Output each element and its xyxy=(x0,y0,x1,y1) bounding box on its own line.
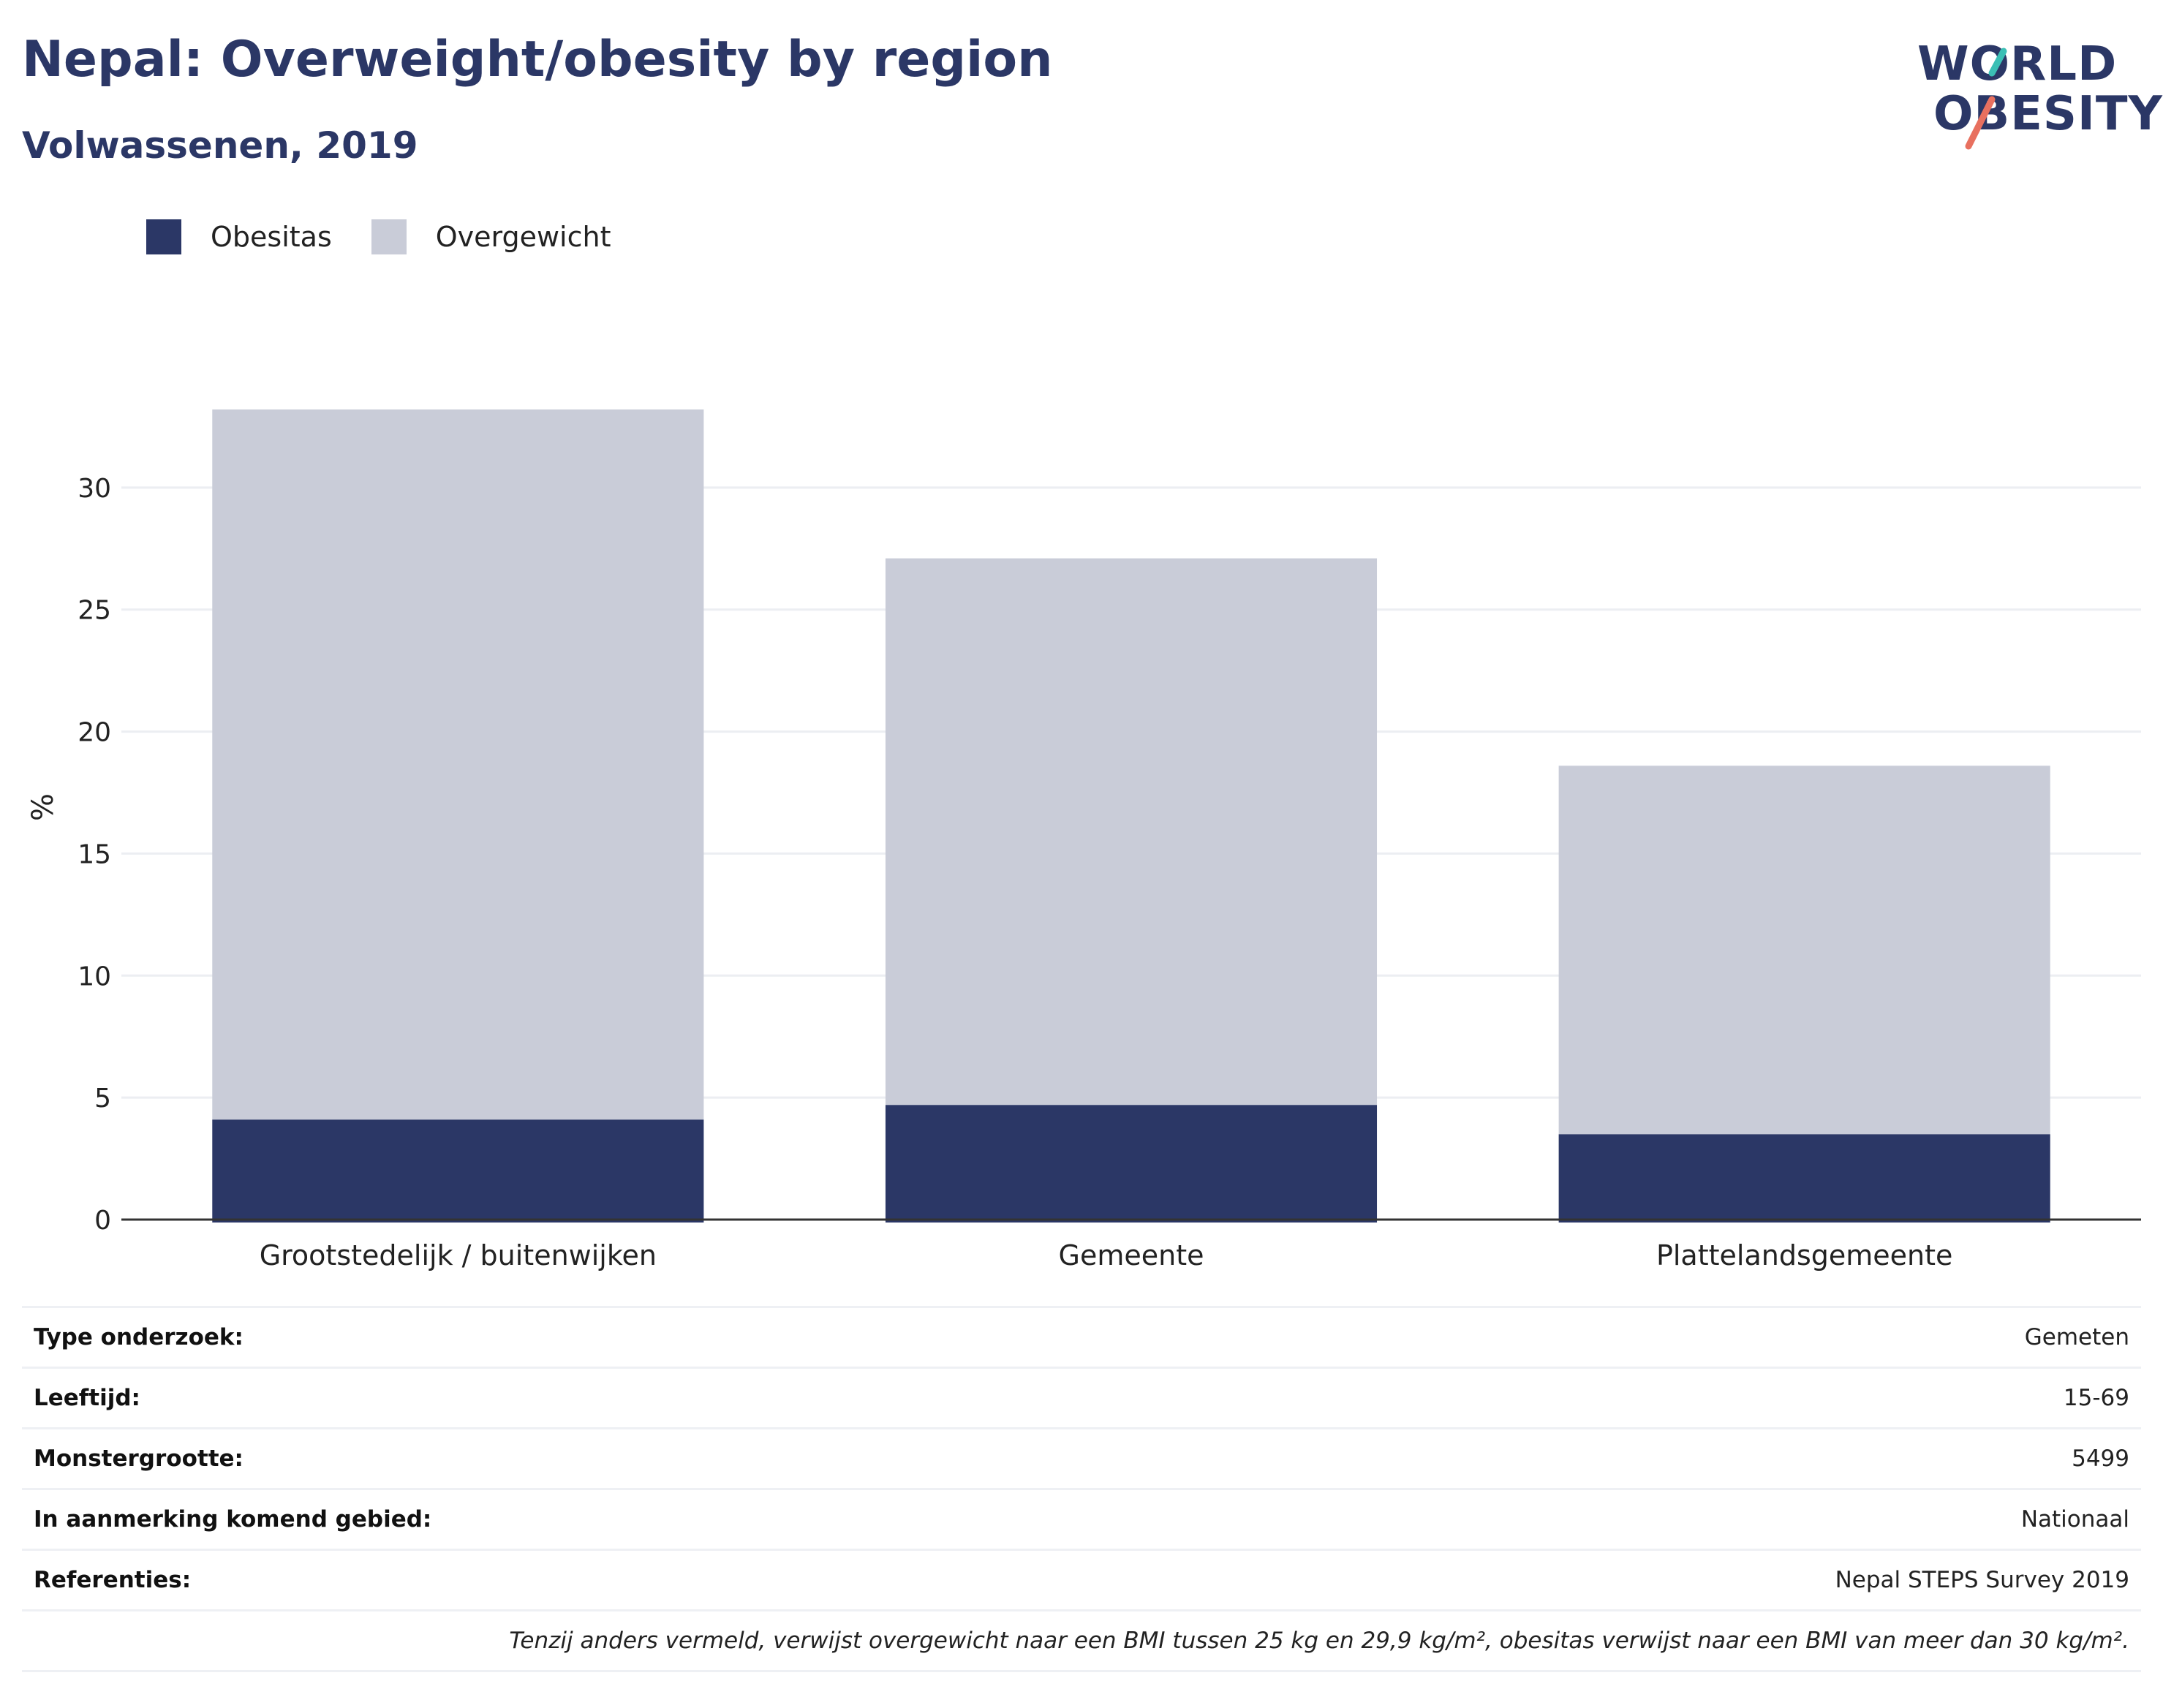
chart-title: Nepal: Overweight/obesity by region xyxy=(22,31,1053,88)
meta-key: Referenties: xyxy=(34,1567,192,1593)
legend-item-overgewicht[interactable]: Overgewicht xyxy=(371,219,611,254)
logo-slash-icon xyxy=(1965,48,2007,150)
meta-value: 15-69 xyxy=(2063,1385,2129,1411)
legend-label-overgewicht: Overgewicht xyxy=(435,221,611,253)
meta-key: Monstergrootte: xyxy=(34,1446,244,1472)
y-tick-label: 20 xyxy=(78,718,111,748)
meta-value: 5499 xyxy=(2072,1446,2129,1472)
meta-value: Nepal STEPS Survey 2019 xyxy=(1835,1567,2129,1593)
meta-row-sample-size: Monstergrootte: 5499 xyxy=(22,1429,2141,1490)
legend-label-obesitas: Obesitas xyxy=(211,221,332,253)
bar-obesitas-1 xyxy=(885,1105,1378,1223)
bmi-definition-note: Tenzij anders vermeld, verwijst overgewi… xyxy=(22,1611,2141,1672)
x-tick-label: Plattelandsgemeente xyxy=(1656,1239,1952,1271)
y-tick-label: 25 xyxy=(78,596,111,626)
logo-line-1: WORLD xyxy=(1917,37,2118,91)
meta-key: In aanmerking komend gebied: xyxy=(34,1506,432,1533)
y-tick-label: 5 xyxy=(94,1084,111,1114)
meta-key: Leeftijd: xyxy=(34,1385,140,1411)
chart-subtitle: Volwassenen, 2019 xyxy=(22,124,418,167)
y-tick-label: 10 xyxy=(78,961,111,991)
meta-row-references: Referenties: Nepal STEPS Survey 2019 xyxy=(22,1551,2141,1611)
bar-chart: 0 5 10 15 20 25 30% Grootstedelijk / buitenwijk… xyxy=(26,409,2141,1271)
bar-obesitas-2 xyxy=(1558,1134,2050,1223)
meta-value: Nationaal xyxy=(2020,1506,2129,1533)
bar-overgewicht-1 xyxy=(885,558,1378,1106)
y-axis-label: % xyxy=(26,793,60,821)
legend-swatch-obesitas xyxy=(146,219,181,254)
meta-row-type: Type onderzoek: Gemeten xyxy=(22,1308,2141,1369)
x-tick-label: Grootstedelijk / buitenwijken xyxy=(260,1239,657,1271)
meta-value: Gemeten xyxy=(2024,1324,2129,1350)
chart-legend: Obesitas Overgewicht xyxy=(146,216,651,257)
x-tick-label: Gemeente xyxy=(1059,1239,1204,1271)
y-tick-label: 15 xyxy=(78,839,111,869)
world-obesity-logo: WORLD OBESITY xyxy=(1901,22,2162,154)
legend-item-obesitas[interactable]: Obesitas xyxy=(146,219,332,254)
meta-row-age: Leeftijd: 15-69 xyxy=(22,1369,2141,1429)
logo-line-2: OBESITY xyxy=(1933,87,2163,141)
y-tick-label: 30 xyxy=(78,474,111,504)
bar-overgewicht-2 xyxy=(1558,766,2050,1135)
y-tick-label: 0 xyxy=(94,1206,111,1236)
legend-swatch-overgewicht xyxy=(371,219,407,254)
bar-obesitas-0 xyxy=(212,1119,704,1223)
survey-details-table: Type onderzoek: Gemeten Leeftijd: 15-69 … xyxy=(22,1306,2141,1672)
bar-overgewicht-0 xyxy=(212,409,704,1120)
meta-row-area: In aanmerking komend gebied: Nationaal xyxy=(22,1490,2141,1551)
meta-key: Type onderzoek: xyxy=(34,1324,244,1350)
